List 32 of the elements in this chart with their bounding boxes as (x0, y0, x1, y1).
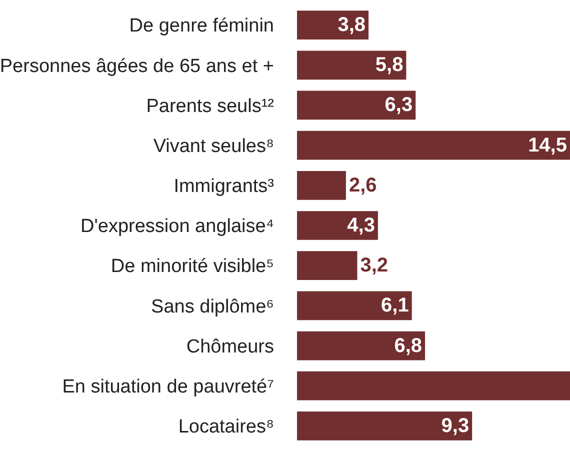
y-tick-label: Vivant seules⁸ (153, 136, 274, 157)
data-label: 5,8 (375, 54, 404, 76)
y-tick-label: Personnes âgées de 65 ans et + (0, 56, 274, 77)
bar (297, 10, 369, 40)
bar (297, 130, 570, 160)
y-tick-label: Immigrants³ (174, 176, 274, 198)
bar (297, 50, 406, 80)
bar (297, 331, 426, 360)
y-tick-label: Locataires⁸ (178, 416, 274, 438)
data-label: 3,2 (360, 254, 388, 277)
data-label: 9,3 (441, 414, 470, 437)
y-tick-label: Parents seuls¹² (146, 96, 274, 117)
bar (297, 251, 358, 280)
data-label: 3,8 (338, 14, 366, 36)
bar (297, 291, 412, 320)
data-label: 14,5 (528, 134, 567, 156)
data-label: 6,1 (381, 294, 409, 317)
data-label: 6,8 (394, 334, 422, 357)
bar (297, 412, 472, 440)
bar (297, 371, 570, 400)
bar (297, 170, 346, 200)
y-tick-label: Sans diplôme⁶ (151, 296, 274, 318)
bar (297, 211, 378, 240)
data-label: 2,6 (348, 174, 377, 196)
bar (297, 90, 416, 120)
data-label: 6,3 (384, 94, 413, 116)
y-tick-label: De genre féminin (129, 16, 274, 37)
y-tick-label: En situation de pauvreté⁷ (62, 376, 274, 398)
y-tick-label: Chômeurs (186, 336, 274, 358)
y-tick-label: De minorité visible⁵ (110, 256, 274, 278)
data-label: 4,3 (347, 214, 375, 236)
y-tick-label: D'expression anglaise⁴ (80, 216, 274, 238)
